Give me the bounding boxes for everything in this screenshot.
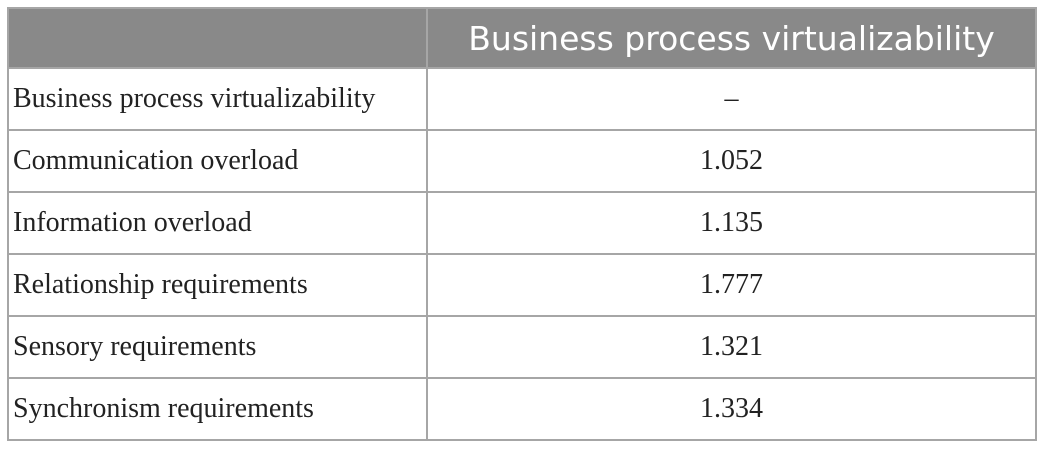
row-value: 1.777 [426, 253, 1037, 317]
row-label: Synchronism requirements [7, 377, 428, 441]
row-label: Sensory requirements [7, 315, 428, 379]
row-value: 1.052 [426, 129, 1037, 193]
table-row: Relationship requirements 1.777 [7, 253, 1037, 317]
row-label: Information overload [7, 191, 428, 255]
row-label: Relationship requirements [7, 253, 428, 317]
table-row: Communication overload 1.052 [7, 129, 1037, 193]
header-cell-blank [7, 7, 428, 69]
row-value: 1.135 [426, 191, 1037, 255]
table-header-row: Business process virtualizability [7, 7, 1037, 69]
row-value: 1.334 [426, 377, 1037, 441]
vif-table-container: Business process virtualizability Busine… [7, 7, 1037, 441]
row-value: – [426, 67, 1037, 131]
row-value: 1.321 [426, 315, 1037, 379]
row-label: Communication overload [7, 129, 428, 193]
vif-table: Business process virtualizability Busine… [7, 7, 1037, 441]
table-row: Sensory requirements 1.321 [7, 315, 1037, 379]
row-label: Business process virtualizability [7, 67, 428, 131]
table-row: Business process virtualizability – [7, 67, 1037, 131]
table-row: Information overload 1.135 [7, 191, 1037, 255]
table-row: Synchronism requirements 1.334 [7, 377, 1037, 441]
header-cell-dependent-variable: Business process virtualizability [426, 7, 1037, 69]
